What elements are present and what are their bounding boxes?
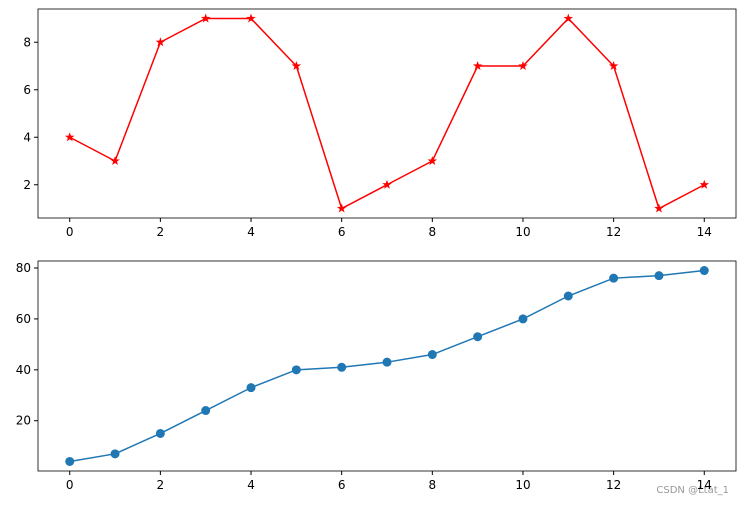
watermark: CSDN @Ltat_1 <box>656 485 729 496</box>
axes-frame <box>37 260 737 472</box>
y-tick-label: 4 <box>23 130 31 144</box>
x-tick-label: 12 <box>606 478 621 492</box>
x-tick-label: 14 <box>697 478 712 492</box>
marker <box>654 271 664 281</box>
x-tick-label: 10 <box>515 478 530 492</box>
marker <box>291 365 301 375</box>
marker <box>337 362 347 372</box>
x-tick-label: 2 <box>157 478 165 492</box>
marker <box>155 37 166 47</box>
y-tick-label: 8 <box>23 35 31 49</box>
marker <box>155 428 165 438</box>
marker <box>608 61 619 71</box>
marker <box>654 203 664 213</box>
marker <box>291 61 302 71</box>
x-tick-label: 4 <box>247 478 255 492</box>
marker <box>110 449 120 459</box>
x-tick-label: 6 <box>338 478 346 492</box>
marker <box>472 61 483 71</box>
y-tick-label: 80 <box>16 261 31 275</box>
marker <box>382 179 392 189</box>
y-tick-label: 2 <box>23 178 31 192</box>
marker <box>473 332 483 342</box>
marker <box>563 291 573 301</box>
x-tick-label: 10 <box>515 225 530 239</box>
y-tick-label: 60 <box>16 312 31 326</box>
marker <box>382 357 392 367</box>
marker <box>246 13 256 23</box>
marker <box>518 61 528 71</box>
y-tick-label: 40 <box>16 363 31 377</box>
marker <box>65 456 75 466</box>
x-tick-label: 4 <box>247 225 255 239</box>
y-tick-label: 6 <box>23 83 31 97</box>
x-tick-label: 14 <box>697 225 712 239</box>
marker <box>699 266 709 276</box>
x-tick-label: 12 <box>606 225 621 239</box>
axes-frame <box>37 8 737 219</box>
x-tick-label: 8 <box>429 225 437 239</box>
marker <box>246 383 256 393</box>
marker <box>427 350 437 360</box>
x-tick-label: 6 <box>338 225 346 239</box>
marker <box>609 273 619 283</box>
y-tick-label: 20 <box>16 414 31 428</box>
marker <box>201 406 211 416</box>
x-tick-label: 0 <box>66 478 74 492</box>
marker <box>110 156 120 166</box>
marker <box>427 156 438 166</box>
marker <box>200 13 211 23</box>
x-tick-label: 0 <box>66 225 74 239</box>
marker <box>518 314 528 324</box>
marker <box>563 13 574 23</box>
marker <box>64 132 75 142</box>
x-tick-label: 8 <box>429 478 437 492</box>
marker <box>336 203 347 213</box>
x-tick-label: 2 <box>157 225 165 239</box>
marker <box>699 179 710 189</box>
